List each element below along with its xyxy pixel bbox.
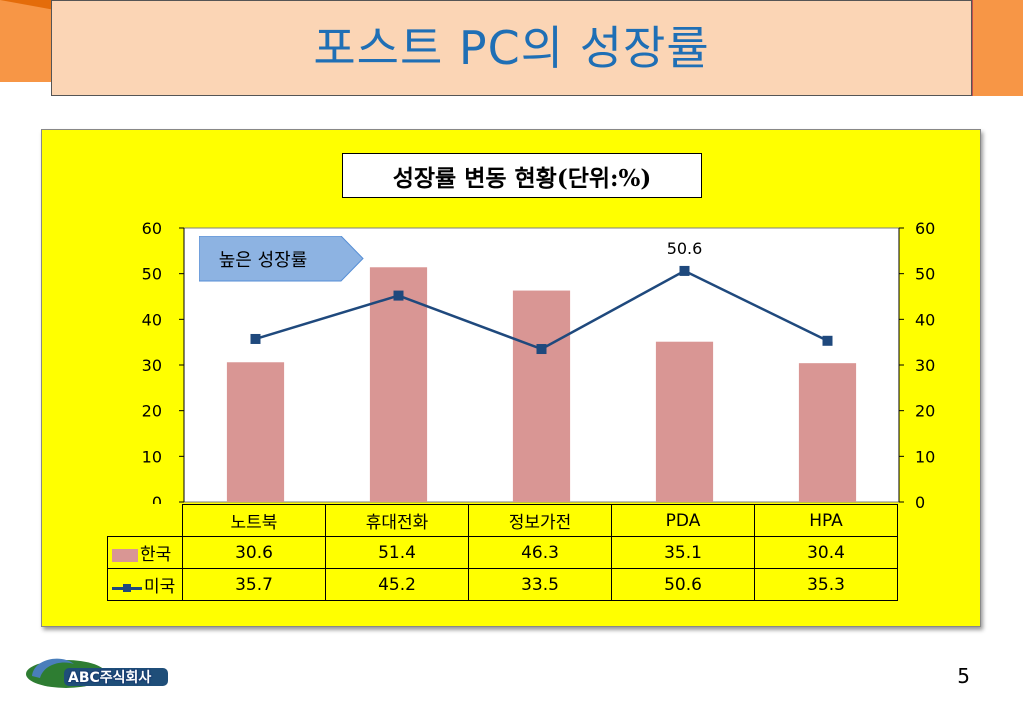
data-table-corner	[108, 505, 183, 537]
line-marker	[536, 344, 547, 355]
table-cell: 30.4	[754, 536, 898, 569]
series-label-usa: 미국	[107, 568, 183, 601]
decorative-orange-block	[972, 0, 1023, 96]
data-table-row-korea: 한국 30.6 51.4 46.3 35.1 30.4	[107, 536, 898, 569]
line-legend-swatch-icon	[112, 581, 142, 594]
category-label: 휴대전화	[325, 504, 469, 537]
chart-title-box: 성장률 변동 현황(단위:%)	[342, 153, 702, 198]
page-number: 5	[957, 664, 970, 688]
y-tick-label: 20	[142, 402, 162, 421]
line-marker	[822, 335, 833, 346]
y2-tick-label: 60	[915, 219, 935, 238]
series-name: 한국	[140, 545, 172, 565]
category-label: HPA	[754, 504, 898, 537]
data-label: 50.6	[667, 239, 703, 258]
table-cell: 35.1	[611, 536, 755, 569]
bar	[369, 267, 428, 502]
chart-title: 성장률 변동 현황(단위:%)	[392, 164, 652, 192]
table-cell: 35.3	[754, 568, 898, 601]
series-name: 미국	[144, 577, 176, 597]
y2-tick-label: 20	[915, 402, 935, 421]
table-cell: 33.5	[468, 568, 612, 601]
category-label: PDA	[611, 504, 755, 537]
table-cell: 35.7	[182, 568, 326, 601]
title-banner: 포스트 PC의 성장률	[51, 0, 972, 96]
table-cell: 30.6	[182, 536, 326, 569]
y-tick-label: 0	[152, 493, 162, 512]
y-tick-label: 50	[142, 265, 162, 284]
line-marker	[250, 333, 261, 344]
table-cell: 45.2	[325, 568, 469, 601]
y-tick-label: 30	[142, 356, 162, 375]
y-tick-label: 40	[142, 310, 162, 329]
decorative-orange-shape	[0, 0, 55, 82]
bar	[655, 341, 714, 502]
category-label: 정보가전	[468, 504, 612, 537]
table-cell: 50.6	[611, 568, 755, 601]
y2-tick-label: 40	[915, 310, 935, 329]
logo-text: ABC주식회사	[68, 670, 152, 686]
series-label-korea: 한국	[107, 536, 183, 569]
data-table-header-row: 노트북 휴대전화 정보가전 PDA HPA	[108, 504, 898, 537]
chart-data-table: 노트북 휴대전화 정보가전 PDA HPA 한국 30.6 51.4 46.3 …	[107, 504, 898, 601]
company-logo	[26, 658, 168, 688]
y-tick-label: 10	[142, 447, 162, 466]
table-cell: 51.4	[325, 536, 469, 569]
bar	[226, 362, 285, 502]
slide-title: 포스트 PC의 성장률	[313, 21, 710, 75]
table-cell: 46.3	[468, 536, 612, 569]
line-marker	[679, 265, 690, 276]
y2-tick-label: 0	[915, 493, 925, 512]
bar-legend-swatch-icon	[112, 548, 138, 562]
bar	[512, 290, 571, 502]
category-label: 노트북	[182, 504, 326, 537]
y2-tick-label: 50	[915, 265, 935, 284]
y2-tick-label: 30	[915, 356, 935, 375]
callout-arrow-shape	[199, 236, 364, 282]
y2-tick-label: 10	[915, 447, 935, 466]
bar	[798, 363, 857, 502]
y-tick-label: 60	[142, 219, 162, 238]
line-marker	[393, 290, 404, 301]
data-table-row-usa: 미국 35.7 45.2 33.5 50.6 35.3	[107, 568, 898, 601]
callout-label: 높은 성장률	[218, 249, 308, 271]
